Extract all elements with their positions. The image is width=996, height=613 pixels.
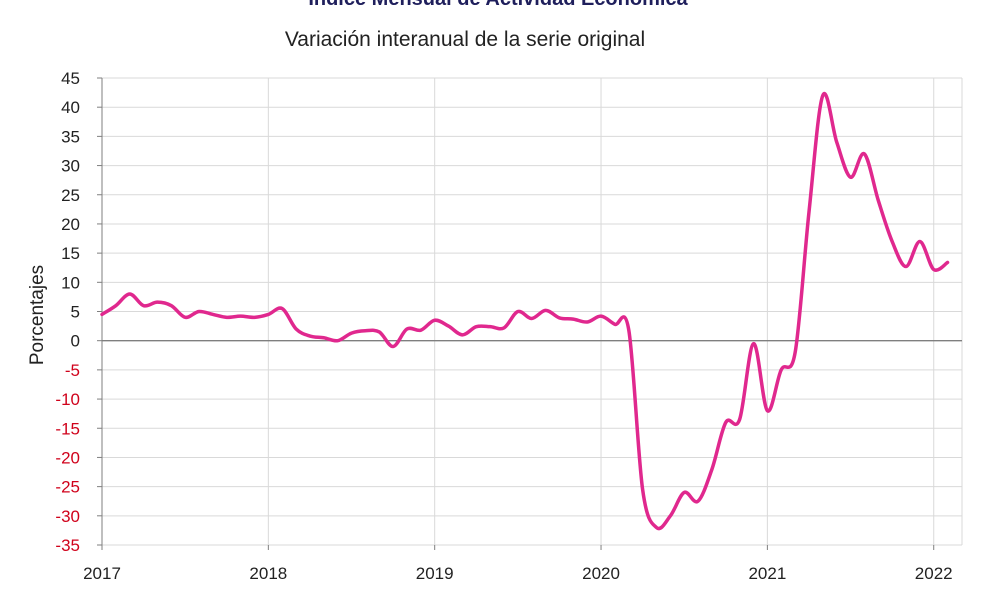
y-tick-label: 15 [61,244,80,263]
x-tick-label: 2022 [915,564,953,583]
y-tick-label: 40 [61,98,80,117]
series-layer [100,91,950,531]
chart-title: Índice Mensual de Actividad Económica [0,0,996,11]
y-tick-label: 10 [61,273,80,292]
y-tick-label: 45 [61,69,80,88]
y-tick-label: 30 [61,157,80,176]
y-tick-label: -5 [65,361,80,380]
y-tick-label: -10 [55,390,80,409]
x-tick-label: 2019 [416,564,454,583]
x-tick-label: 2018 [249,564,287,583]
series-line [100,91,950,531]
y-tick-label: -30 [55,507,80,526]
x-tick-label: 2021 [748,564,786,583]
x-tick-label: 2017 [83,564,121,583]
y-tick-label: 35 [61,127,80,146]
x-tick-label: 2020 [582,564,620,583]
y-tick-label: 25 [61,186,80,205]
y-axis-label: Porcentajes [27,265,48,365]
y-tick-label: -20 [55,448,80,467]
grid-layer [101,77,963,546]
y-tick-label: 20 [61,215,80,234]
y-tick-label: 5 [71,303,80,322]
y-tick-label: -25 [55,478,80,497]
y-tick-label: 0 [71,332,80,351]
axis-layer: 454035302520151050-5-10-15-20-25-30-3520… [55,69,962,583]
chart-subtitle: Variación interanual de la serie origina… [284,28,646,51]
y-tick-label: -35 [55,536,80,555]
y-tick-label: -15 [55,419,80,438]
